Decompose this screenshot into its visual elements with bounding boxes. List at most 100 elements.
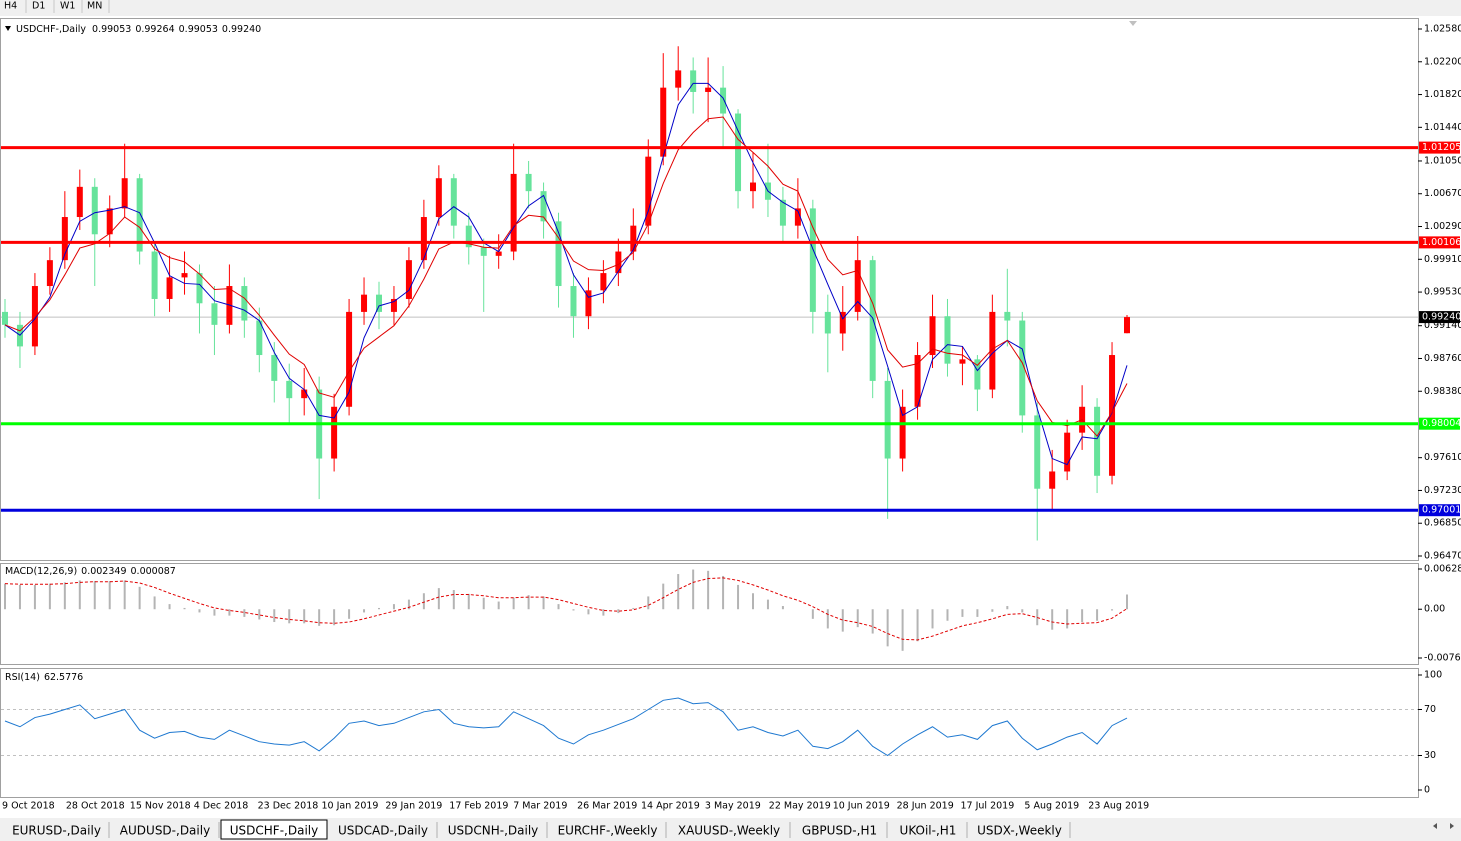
x-tick-label: 22 May 2019: [769, 801, 831, 812]
tab[interactable]: UKOil-,H1: [900, 824, 957, 838]
y-tick-label: 0.98760: [1424, 353, 1461, 364]
candle-body: [435, 178, 442, 218]
timeframe-button[interactable]: D1: [32, 1, 45, 12]
candle-body: [211, 303, 218, 325]
candle-body: [151, 251, 158, 299]
tab[interactable]: USDCAD-,Daily: [338, 824, 428, 838]
moving-average: [4, 82, 1128, 466]
rsi-panel: [0, 668, 1419, 798]
level-box: [1419, 417, 1460, 430]
candle-body: [1004, 311, 1011, 321]
candle-body: [181, 273, 188, 278]
candle-body: [705, 87, 712, 92]
price-header: USDCHF-,Daily 0.99053 0.99264 0.99053 0.9924…: [16, 24, 261, 35]
candle-body: [630, 225, 637, 252]
candle-body: [615, 251, 622, 274]
y-tick-label: 0.97230: [1424, 485, 1461, 496]
header-arrow: [5, 26, 11, 31]
y-tick-label: 0.99910: [1424, 254, 1461, 265]
candle-body: [1034, 415, 1041, 489]
candle-body: [570, 286, 577, 317]
active-tab: [220, 819, 328, 840]
tab[interactable]: USDX-,Weekly: [977, 824, 1062, 838]
x-tick-label: 4 Dec 2018: [194, 801, 249, 812]
candle-body: [1109, 355, 1116, 476]
candle-body: [495, 251, 502, 256]
tab[interactable]: EURUSD-,Daily: [12, 824, 101, 838]
candle-body: [779, 199, 786, 226]
candle-body: [166, 277, 173, 299]
candle-body: [884, 380, 891, 459]
y-tick-label: 100: [1424, 670, 1442, 681]
candle-body: [854, 260, 861, 312]
candle-body: [1049, 471, 1056, 489]
candle-body: [76, 186, 83, 218]
candle-body: [346, 311, 353, 407]
y-tick-label: 1.02580: [1424, 24, 1461, 35]
price-panel: [0, 18, 1419, 561]
candle-body: [465, 225, 472, 248]
candle-body: [450, 178, 457, 226]
candle-body: [824, 311, 831, 334]
level-label: 1.00106: [1422, 237, 1461, 248]
level-label: 0.97001: [1422, 505, 1461, 516]
candle-body: [46, 260, 53, 287]
tab[interactable]: XAUUSD-,Weekly: [678, 824, 780, 838]
scroll-right[interactable]: [1450, 823, 1454, 829]
y-tick-label: 0.00: [1424, 604, 1445, 615]
y-tick-label: 0.99530: [1424, 287, 1461, 298]
macd-signal: [4, 577, 1128, 641]
x-tick-label: 14 Apr 2019: [641, 801, 700, 812]
x-tick-label: 9 Oct 2018: [2, 801, 55, 812]
x-tick-label: 29 Jan 2019: [385, 801, 442, 812]
rsi-header: RSI(14) 62.5776: [5, 672, 83, 683]
y-tick-label: 1.00290: [1424, 221, 1461, 232]
level-box: [1419, 236, 1460, 249]
tab[interactable]: GBPUSD-,H1: [802, 824, 877, 838]
timeframe-button[interactable]: MN: [87, 1, 102, 12]
y-tick-label: 30: [1424, 750, 1436, 761]
candle-body: [241, 286, 248, 321]
x-tick-label: 10 Jan 2019: [322, 801, 379, 812]
x-tick-label: 28 Oct 2018: [66, 801, 125, 812]
candle-body: [510, 173, 517, 252]
timeframe-button[interactable]: H4: [4, 1, 17, 12]
level-label: 1.01205: [1422, 142, 1461, 153]
candle-body: [136, 178, 143, 252]
candle-body: [271, 355, 278, 381]
timeframe-button[interactable]: W1: [60, 1, 75, 12]
tab[interactable]: USDCNH-,Daily: [448, 824, 539, 838]
candle-body: [929, 316, 936, 356]
y-tick-label: 0.97610: [1424, 452, 1461, 463]
y-tick-label: 0.006286: [1424, 564, 1461, 575]
candle-body: [286, 380, 293, 399]
candle-body: [196, 273, 203, 304]
x-tick-label: 3 May 2019: [705, 801, 761, 812]
x-tick-label: 7 Mar 2019: [513, 801, 567, 812]
candle-body: [720, 87, 727, 114]
current-price-label: 0.99240: [1422, 312, 1461, 323]
tab[interactable]: USDCHF-,Daily: [230, 824, 318, 838]
candle-body: [645, 156, 652, 226]
candle-body: [121, 178, 128, 209]
candle-body: [585, 290, 592, 317]
x-tick-label: 23 Dec 2018: [258, 801, 319, 812]
y-tick-label: 1.01440: [1424, 122, 1461, 133]
tab-bar: [0, 818, 1461, 841]
scroll-left[interactable]: [1433, 823, 1437, 829]
y-tick-label: 1.02200: [1424, 56, 1461, 67]
level-box: [1419, 504, 1460, 517]
tab[interactable]: AUDUSD-,Daily: [120, 824, 210, 838]
candle-body: [31, 286, 38, 347]
candle-body: [331, 406, 338, 459]
candle-body: [750, 182, 756, 192]
candle-body: [1064, 432, 1071, 472]
tab[interactable]: EURCHF-,Weekly: [558, 824, 658, 838]
y-tick-label: 1.01820: [1424, 89, 1461, 100]
candle-body: [660, 87, 667, 157]
candle-body: [480, 247, 487, 256]
candle-body: [420, 217, 427, 261]
candle-body: [1019, 320, 1026, 416]
x-tick-label: 28 Jun 2019: [897, 801, 954, 812]
